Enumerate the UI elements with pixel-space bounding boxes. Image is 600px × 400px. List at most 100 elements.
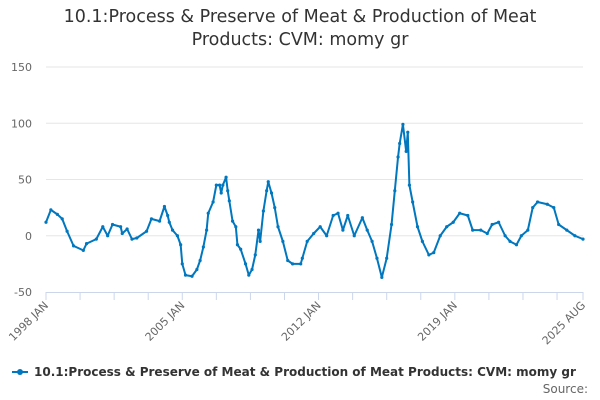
data-point bbox=[531, 206, 535, 210]
data-point bbox=[380, 275, 384, 279]
data-point bbox=[230, 219, 235, 223]
data-point bbox=[170, 228, 175, 232]
data-point bbox=[526, 228, 530, 232]
data-point bbox=[305, 239, 309, 243]
data-point bbox=[157, 219, 162, 223]
data-point bbox=[206, 211, 210, 215]
data-point bbox=[519, 234, 523, 238]
data-point bbox=[250, 267, 254, 272]
data-point bbox=[411, 200, 415, 204]
data-point bbox=[60, 217, 64, 221]
data-point bbox=[396, 155, 400, 159]
data-point bbox=[205, 228, 209, 232]
data-point bbox=[49, 208, 53, 212]
series-line bbox=[45, 123, 584, 279]
data-point bbox=[224, 175, 228, 179]
data-point bbox=[179, 243, 183, 247]
data-point bbox=[190, 274, 194, 278]
data-point bbox=[466, 213, 470, 218]
data-point bbox=[503, 234, 507, 238]
x-tick-label: 2012 JAN bbox=[279, 299, 324, 344]
chart-title: 10.1:Process & Preserve of Meat & Produc… bbox=[63, 7, 537, 50]
data-point bbox=[258, 239, 262, 243]
data-point bbox=[415, 225, 420, 229]
data-point bbox=[312, 231, 316, 236]
data-point bbox=[276, 225, 280, 229]
data-point bbox=[370, 239, 374, 243]
legend[interactable]: 10.1:Process & Preserve of Meat & Produc… bbox=[12, 365, 576, 379]
data-point bbox=[479, 228, 483, 232]
data-point bbox=[110, 222, 115, 227]
data-point bbox=[432, 251, 436, 255]
data-point bbox=[106, 234, 110, 238]
data-point bbox=[336, 211, 340, 215]
data-point bbox=[167, 220, 171, 224]
data-point bbox=[385, 256, 389, 260]
gridlines bbox=[46, 66, 583, 237]
data-point bbox=[573, 234, 577, 238]
data-point bbox=[214, 183, 218, 187]
data-point bbox=[375, 256, 379, 260]
data-point bbox=[198, 258, 202, 263]
data-point bbox=[471, 228, 475, 232]
data-point bbox=[365, 228, 369, 232]
data-point bbox=[318, 225, 322, 229]
data-point bbox=[420, 239, 424, 243]
series-line-group bbox=[44, 122, 585, 279]
data-point bbox=[497, 220, 501, 224]
y-axis-ticks: 150 100 50 0 -50 bbox=[11, 61, 32, 299]
data-point bbox=[352, 234, 356, 238]
data-point bbox=[226, 189, 230, 193]
data-point bbox=[398, 141, 402, 146]
data-point bbox=[166, 213, 170, 218]
data-point bbox=[508, 239, 512, 243]
data-point bbox=[535, 200, 540, 204]
data-point bbox=[346, 213, 350, 218]
data-point bbox=[130, 237, 134, 241]
data-point bbox=[234, 225, 238, 229]
data-point bbox=[239, 247, 243, 251]
data-point bbox=[183, 273, 188, 277]
data-point bbox=[227, 199, 231, 203]
data-point bbox=[217, 183, 222, 187]
data-point bbox=[94, 237, 98, 241]
data-point bbox=[119, 225, 123, 229]
data-point bbox=[44, 220, 48, 224]
data-point bbox=[557, 222, 561, 227]
data-point bbox=[261, 209, 265, 213]
data-point bbox=[552, 206, 556, 210]
data-point bbox=[406, 130, 410, 134]
data-point bbox=[211, 200, 215, 204]
data-point bbox=[331, 213, 335, 218]
data-point bbox=[84, 242, 89, 246]
data-point bbox=[490, 222, 494, 227]
x-tick-label: 2005 JAN bbox=[143, 299, 188, 344]
data-point bbox=[427, 253, 431, 257]
data-point bbox=[221, 183, 225, 187]
data-point bbox=[581, 237, 585, 241]
data-point bbox=[195, 267, 199, 272]
data-point bbox=[149, 217, 154, 221]
data-point bbox=[235, 243, 240, 247]
data-point bbox=[407, 183, 412, 187]
data-point bbox=[135, 236, 139, 240]
data-point bbox=[393, 189, 397, 193]
data-point bbox=[101, 225, 105, 229]
x-tick-label: 2025 AUG bbox=[540, 299, 589, 348]
legend-label: 10.1:Process & Preserve of Meat & Produc… bbox=[34, 365, 576, 379]
y-tick-label: 0 bbox=[25, 230, 32, 243]
data-point bbox=[299, 262, 303, 266]
data-point bbox=[514, 243, 519, 247]
source-label: Source: bbox=[542, 382, 588, 396]
data-point bbox=[180, 262, 184, 266]
x-tick-label: 1998 JAN bbox=[6, 299, 51, 344]
y-tick-label: 50 bbox=[18, 174, 32, 187]
data-point bbox=[300, 256, 304, 260]
x-axis: 1998 JAN 2005 JAN 2012 JAN 2019 JAN 2025 AUG bbox=[6, 292, 588, 347]
data-point bbox=[81, 248, 85, 252]
data-point bbox=[404, 149, 408, 153]
data-point bbox=[243, 262, 248, 266]
data-point bbox=[389, 222, 394, 227]
data-point bbox=[545, 202, 549, 206]
